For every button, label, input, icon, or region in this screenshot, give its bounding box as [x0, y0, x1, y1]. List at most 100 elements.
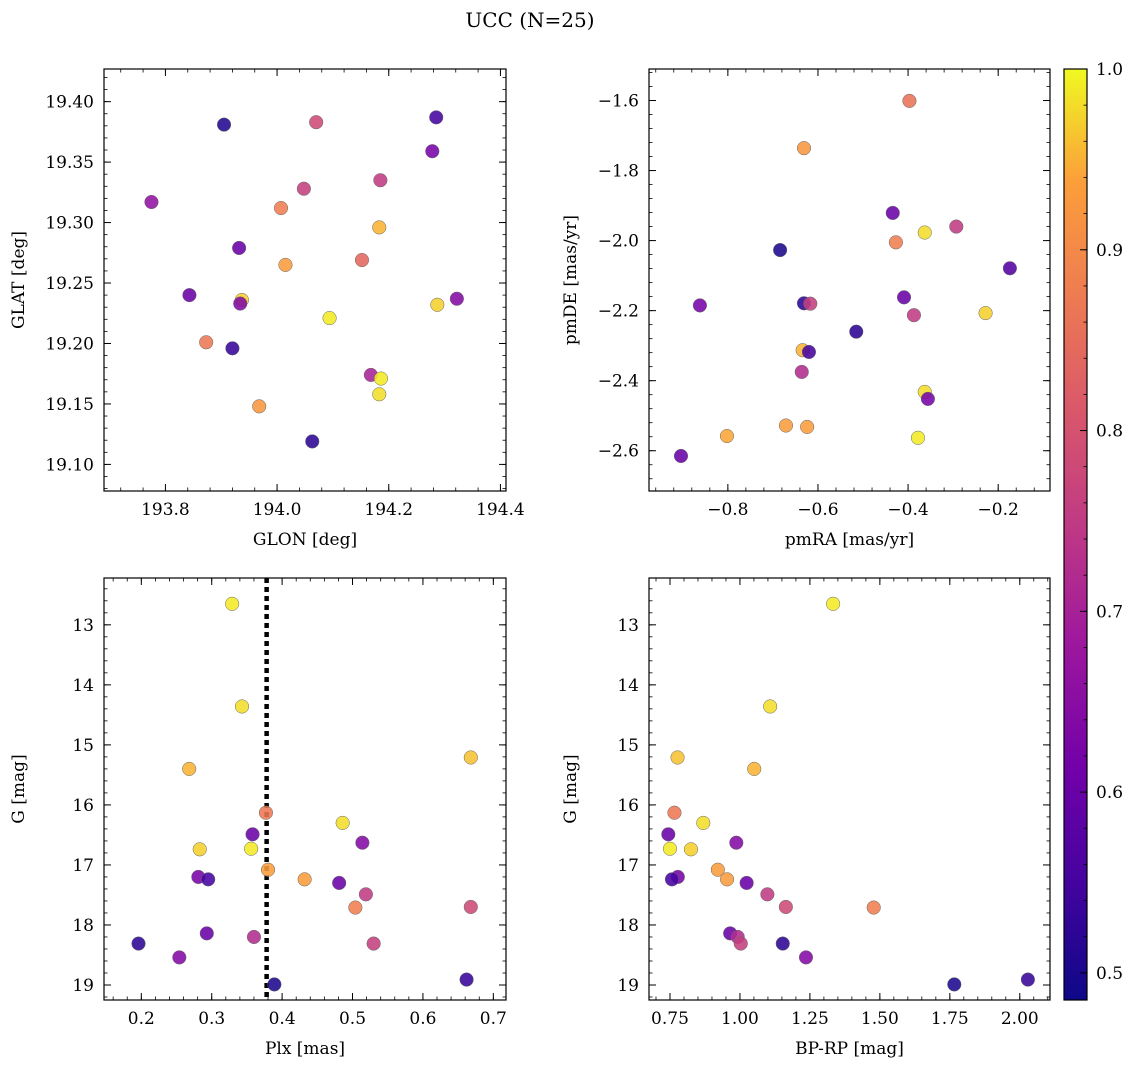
y-tick-label: −2.6: [598, 442, 639, 462]
data-point: [920, 391, 935, 406]
data-point: [305, 434, 320, 449]
y-tick-label: 13: [72, 616, 94, 636]
data-point: [182, 761, 197, 776]
y-tick-label: −2.4: [598, 372, 639, 392]
y-tick-label: 14: [617, 676, 639, 696]
data-point: [917, 225, 932, 240]
y-tick-label: −1.6: [598, 92, 639, 112]
colorbar-tick-label: 1.0: [1096, 60, 1123, 80]
data-point: [662, 841, 678, 856]
y-tick-label: 19.40: [45, 93, 94, 113]
data-point: [760, 887, 775, 902]
x-axis-label: pmRA [mas/yr]: [785, 530, 914, 550]
data-point: [335, 815, 350, 830]
x-tick-label: 194.0: [253, 500, 302, 520]
y-tick-label: 19.10: [45, 455, 94, 475]
data-point: [910, 430, 926, 445]
data-point: [273, 201, 289, 216]
data-point: [366, 936, 381, 951]
data-point: [182, 288, 197, 303]
data-point: [683, 842, 699, 857]
data-point: [296, 181, 311, 196]
data-point: [309, 115, 324, 130]
panel-2: −0.8 −0.6 −0.4 −0.2 −2.6 −2.4 −2.2 −2.0 −1.8 −1.6…: [561, 68, 1051, 550]
panel-3: 0.2 0.3 0.4 0.5 0.6 0.7 13 14 15 16 17 18 19 Plx [mas…: [9, 577, 507, 1059]
data-point: [225, 341, 240, 356]
data-point: [278, 257, 293, 272]
data-point: [902, 93, 917, 108]
y-tick-label: 13: [617, 616, 639, 636]
y-axis-label: G [mag]: [9, 754, 29, 823]
data-point: [733, 936, 748, 951]
colorbar-tick-label: 0.5: [1096, 964, 1123, 984]
data-point: [233, 296, 248, 311]
x-tick-label: 0.5: [339, 1009, 366, 1029]
data-point: [322, 311, 337, 326]
data-point: [794, 364, 809, 379]
x-tick-label: −0.6: [797, 500, 838, 520]
data-point: [267, 977, 282, 992]
data-point: [225, 596, 240, 611]
data-point: [906, 308, 921, 323]
data-point: [463, 750, 478, 765]
x-tick-label: −0.2: [978, 500, 1019, 520]
y-tick-label: −2.0: [598, 232, 639, 252]
data-point: [244, 841, 259, 856]
x-tick-label: 0.4: [269, 1009, 296, 1029]
data-point: [348, 900, 363, 915]
data-point: [947, 977, 962, 992]
data-point: [720, 872, 735, 887]
data-point: [885, 205, 900, 220]
data-point: [425, 144, 440, 159]
y-tick-label: 15: [72, 736, 94, 756]
x-axis-label: Plx [mas]: [265, 1039, 345, 1059]
data-point: [670, 750, 685, 765]
y-axis-label: GLAT [deg]: [9, 231, 29, 329]
data-point: [747, 761, 762, 776]
data-point: [719, 428, 734, 444]
y-tick-label: 14: [72, 676, 94, 696]
y-tick-label: 18: [72, 916, 94, 936]
data-point: [199, 926, 214, 941]
data-point: [358, 887, 373, 902]
y-tick-label: 15: [617, 736, 639, 756]
data-point: [888, 235, 903, 250]
colorbar-tick-label: 0.6: [1096, 783, 1123, 803]
data-point: [667, 805, 682, 820]
panel-1: 193.8 194.0 194.2 194.4 19.10 19.15 19.20 19.25…: [9, 68, 525, 550]
x-tick-label: 1.00: [721, 1009, 759, 1029]
x-tick-label: 2.00: [1001, 1009, 1039, 1029]
data-point: [710, 862, 725, 877]
data-point: [216, 117, 232, 132]
data-point: [232, 240, 247, 256]
data-point: [800, 419, 815, 434]
data-point: [260, 862, 276, 877]
data-point: [355, 835, 370, 850]
data-point: [1020, 972, 1035, 987]
data-point: [372, 387, 387, 402]
data-point: [246, 929, 262, 945]
x-tick-label: 0.2: [128, 1009, 155, 1029]
data-point: [739, 875, 754, 890]
data-point: [978, 306, 993, 321]
panel-4: 0.75 1.00 1.25 1.50 1.75 2.00 13 14 15 16 17 18 19 BP…: [561, 577, 1051, 1059]
x-axis-label: BP-RP [mag]: [795, 1039, 904, 1059]
data-point: [778, 418, 794, 433]
x-tick-label: −0.4: [887, 500, 928, 520]
x-tick-label: 0.75: [651, 1009, 689, 1029]
y-tick-label: 19.25: [45, 274, 94, 294]
y-axis-label: pmDE [mas/yr]: [561, 215, 581, 345]
data-point: [729, 835, 744, 850]
y-tick-label: 16: [617, 796, 639, 816]
y-tick-label: 19.30: [45, 214, 94, 234]
y-tick-label: 19.15: [45, 395, 94, 415]
y-tick-label: 19.20: [45, 334, 94, 354]
data-point: [459, 972, 474, 987]
colorbar-frame: [1063, 68, 1088, 1001]
data-point: [245, 827, 260, 842]
data-point: [763, 699, 778, 714]
data-point: [252, 399, 267, 414]
data-point: [949, 219, 964, 234]
data-point: [896, 290, 912, 305]
data-point: [192, 842, 207, 857]
